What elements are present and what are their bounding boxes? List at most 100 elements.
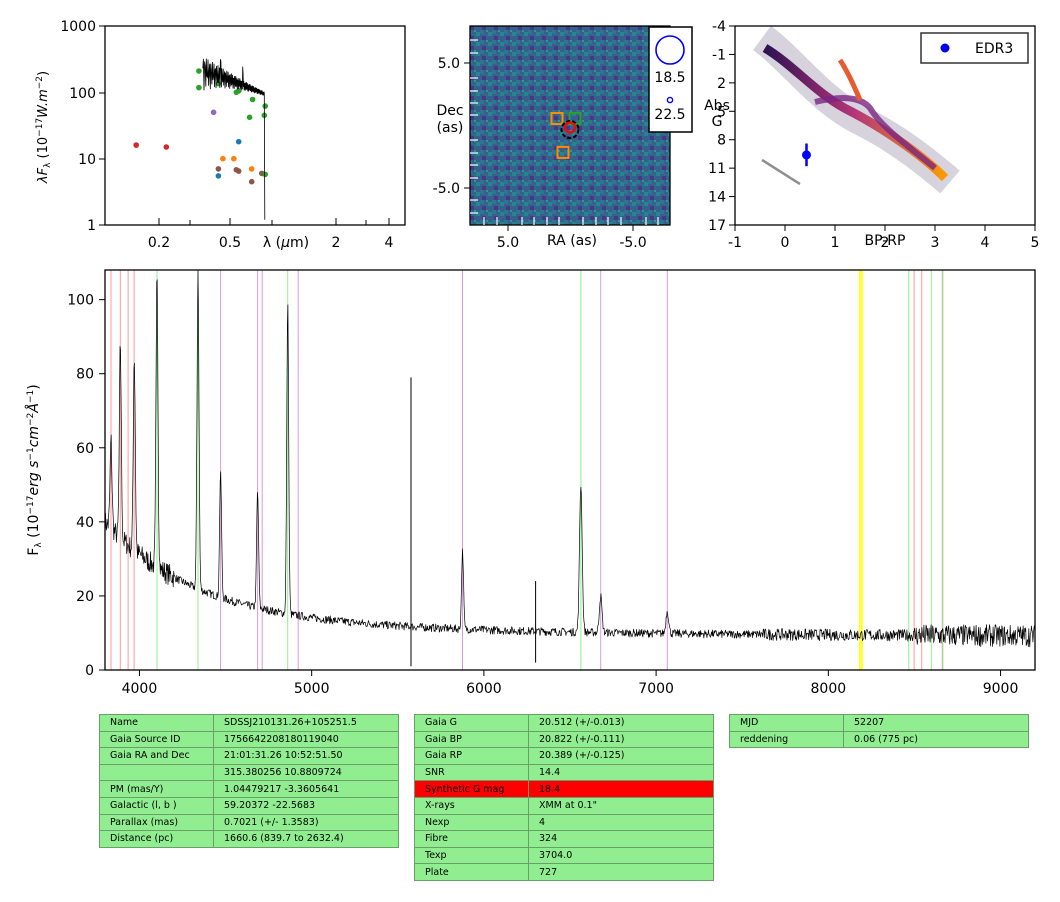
sed-point <box>196 68 202 74</box>
sed-point <box>262 171 269 178</box>
info-value: 0.7021 (+/- 1.3583) <box>213 813 399 832</box>
info-key: Distance (pc) <box>99 830 214 848</box>
info-key: X-rays <box>414 796 529 815</box>
hr-ytick-label: 17 <box>708 218 726 234</box>
image-square-marker <box>550 112 564 125</box>
info-key: Parallax (mas) <box>99 813 214 832</box>
spectrum-ytick-label: 0 <box>85 663 94 679</box>
info-row: Gaia BP 20.822 (+/-0.111) <box>414 730 714 749</box>
hr-legend: EDR3 <box>920 32 1029 64</box>
spectrum-ytick-label: 60 <box>76 441 94 457</box>
hr-xtick-label: 5 <box>1031 235 1040 251</box>
sed-point <box>163 144 170 150</box>
info-value: 21:01:31.26 10:52:51.50 <box>213 747 399 765</box>
spectrum-ytick-label: 80 <box>76 367 94 383</box>
hr-point <box>802 150 811 160</box>
info-value: SDSSJ210131.26+105251.5 <box>213 714 399 732</box>
spectrum-ytick-label: 20 <box>76 589 94 605</box>
hr-giant-branch <box>814 95 937 171</box>
info-key: SNR <box>414 763 529 782</box>
hr-red-clump <box>837 58 863 101</box>
image-legend-bright: 18.5 <box>654 70 685 86</box>
image-ytick-label: 5.0 <box>438 56 460 72</box>
info-row: Parallax (mas) 0.7021 (+/- 1.3583) <box>99 813 399 832</box>
sed-ytick-label: 100 <box>69 86 96 102</box>
hr-xtick-label: 1 <box>831 235 840 251</box>
info-value: 727 <box>528 863 714 881</box>
sed-point <box>215 166 222 172</box>
info-key: MJD <box>729 714 844 732</box>
info-value: 14.4 <box>528 763 714 782</box>
info-row: Gaia G 20.512 (+/-0.013) <box>414 714 714 732</box>
sed-point <box>248 178 255 185</box>
spectrum-xtick-label: 6000 <box>466 681 502 697</box>
sed-point <box>262 103 269 109</box>
info-key: Gaia BP <box>414 730 529 749</box>
info-row: Name SDSSJ210131.26+105251.5 <box>99 714 399 732</box>
info-value: 18.4 <box>528 780 714 798</box>
sed-point <box>231 155 237 162</box>
image-xtick-label: 5.0 <box>497 235 519 251</box>
hr-ytick-label: 8 <box>717 133 726 149</box>
info-row: Synthetic G mag 18.4 <box>414 780 714 798</box>
sed-point <box>133 142 139 148</box>
image-x-axis-label: RA (as) <box>547 233 597 249</box>
hr-ytick-label: -4 <box>712 19 726 35</box>
info-row: 315.380256 10.8809724 <box>99 763 399 782</box>
info-key: Fibre <box>414 830 529 848</box>
image-markers <box>550 112 582 159</box>
image-legend-faint: 22.5 <box>654 107 685 123</box>
sed-point <box>246 114 253 121</box>
info-row: Distance (pc) 1660.6 (839.7 to 2632.4) <box>99 830 399 848</box>
spectrum-xtick-label: 8000 <box>811 681 847 697</box>
hr-white-dwarf-sequence <box>761 158 801 186</box>
image-ticks: 5.0 -5.0 5.0 -5.0 RA (as) Dec (as) <box>433 56 647 251</box>
hr-xtick-label: 2 <box>881 235 890 251</box>
info-key: PM (mas/Y) <box>99 780 214 798</box>
info-value: 20.389 (+/-0.125) <box>528 747 714 765</box>
spectrum-ticks: 4000 5000 6000 7000 8000 9000 0 20 40 60 80 100 <box>67 293 1018 697</box>
info-row: MJD 52207 <box>729 714 1029 732</box>
info-row: Gaia RA and Dec 21:01:31.26 10:52:51.50 <box>99 747 399 765</box>
spectrum-ytick-label: 100 <box>67 293 94 309</box>
sed-point <box>235 138 242 145</box>
info-key: Nexp <box>414 813 529 832</box>
info-key: Texp <box>414 846 529 865</box>
info-table-observation: MJD 52207 reddening 0.06 (775 pc) <box>729 714 1029 749</box>
hr-ticks: -1 0 1 2 3 4 5 -4 -1 2 5 8 11 14 17 <box>708 19 1039 251</box>
info-value: 1756642208180119040 <box>213 730 399 749</box>
info-row: Gaia Source ID 1756642208180119040 <box>99 730 399 749</box>
info-value: 1660.6 (839.7 to 2632.4) <box>213 830 399 848</box>
hr-xtick-label: 0 <box>781 235 790 251</box>
sed-axes-frame <box>104 25 406 226</box>
figure-canvas: 1 10 100 1000 0.2 0.5 2 4 λ (μm) λFλ (10… <box>25 19 1039 697</box>
info-value: 3704.0 <box>528 846 714 865</box>
info-key: Galactic (l, b ) <box>99 796 214 815</box>
info-key <box>99 763 214 782</box>
hr-ytick-label: 2 <box>717 76 726 92</box>
info-key: Plate <box>414 863 529 881</box>
info-row: PM (mas/Y) 1.04479217 -3.3605641 <box>99 780 399 798</box>
sed-ytick-label: 1 <box>87 218 96 234</box>
image-square-marker <box>568 112 582 125</box>
image-minor-ticks <box>470 39 659 225</box>
sed-point <box>248 166 255 172</box>
info-row: reddening 0.06 (775 pc) <box>729 730 1029 749</box>
image-y-axis-label-as: (as) <box>437 120 464 136</box>
hr-main-sequence <box>762 44 949 182</box>
sed-xtick-label: 4 <box>385 235 394 251</box>
info-row: Texp 3704.0 <box>414 846 714 865</box>
legend-large-circle-icon <box>655 35 685 65</box>
info-key: Gaia G <box>414 714 529 732</box>
sed-xtick-label: 2 <box>332 235 341 251</box>
sed-point <box>210 109 217 116</box>
spectrum-axes-frame <box>104 269 1036 671</box>
hr-panel: -1 0 1 2 3 4 5 -4 -1 2 5 8 11 14 17 BP-RP Abs G EDR3 <box>704 19 1039 251</box>
info-key: Gaia RA and Dec <box>99 747 214 765</box>
spectrum-panel: 4000 5000 6000 7000 8000 9000 0 20 40 60 80 100 Fλ … <box>25 269 1036 697</box>
spectrum-xtick-label: 9000 <box>983 681 1019 697</box>
hr-ytick-label: 14 <box>708 190 726 206</box>
info-table-source: Name SDSSJ210131.26+105251.5 Gaia Source I… <box>99 714 399 848</box>
info-row: Galactic (l, b ) 59.20372 -22.5683 <box>99 796 399 815</box>
sed-ytick-label: 1000 <box>60 19 96 35</box>
